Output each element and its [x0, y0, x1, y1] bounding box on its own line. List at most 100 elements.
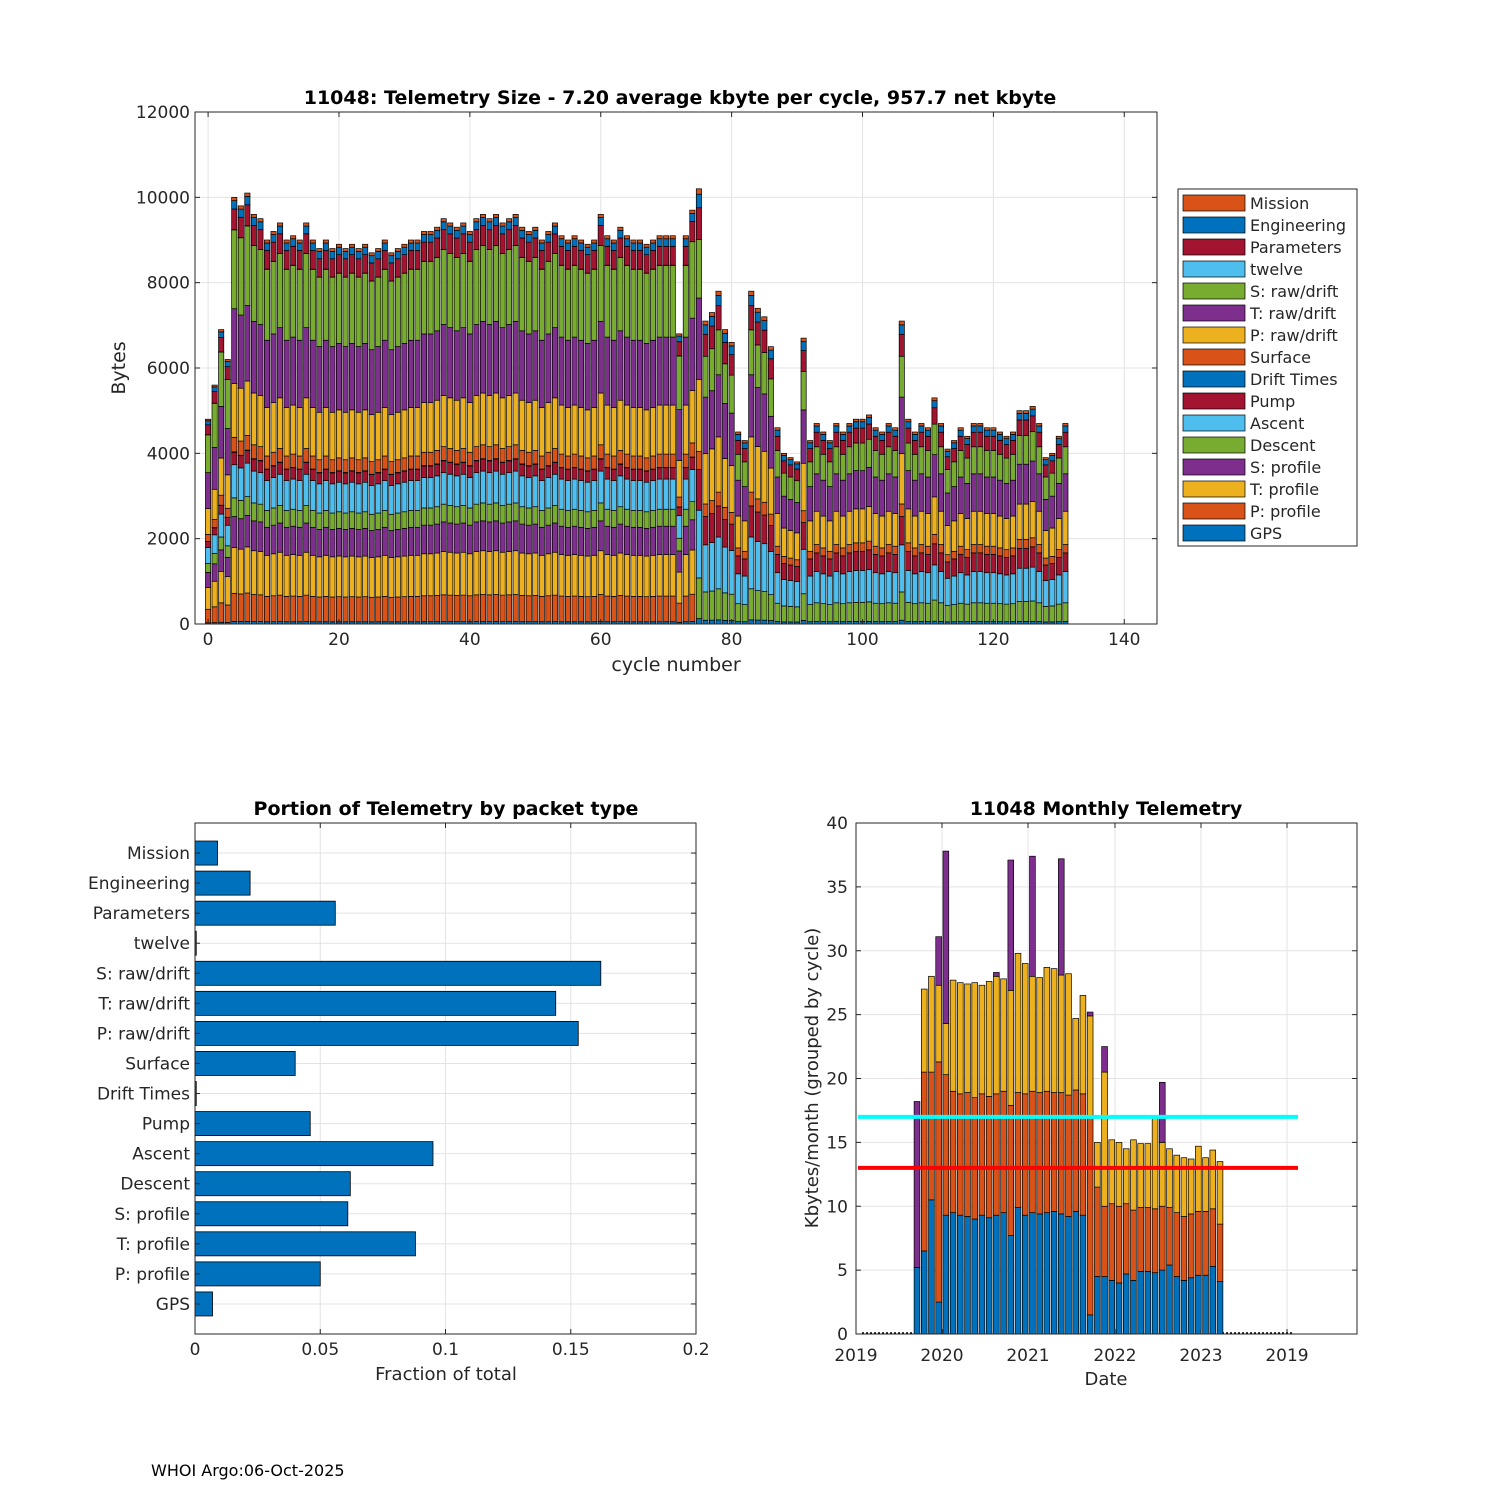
- bar-segment: [355, 483, 362, 514]
- bar-segment: [283, 242, 290, 251]
- bar-segment: [938, 423, 945, 427]
- bar-segment: [421, 231, 428, 235]
- bar-segment: [978, 1214, 986, 1335]
- bar-stack: [1055, 435, 1062, 625]
- bar-segment: [1042, 580, 1049, 607]
- bar-segment: [277, 594, 284, 623]
- y-tick-label: 5: [837, 1261, 848, 1281]
- bar-segment: [951, 520, 958, 552]
- bar-segment: [951, 448, 958, 463]
- bar-segment: [322, 554, 329, 597]
- bar-segment: [623, 508, 630, 527]
- bar-segment: [368, 474, 375, 486]
- bar-segment: [329, 346, 336, 413]
- bar-segment: [1003, 574, 1010, 605]
- bar-segment: [578, 596, 585, 623]
- bar-segment: [479, 550, 486, 595]
- bar-segment: [342, 276, 349, 347]
- bar-segment: [970, 425, 977, 433]
- bar-segment: [421, 234, 428, 243]
- bar-stack: [1023, 410, 1030, 625]
- month-bar: [928, 975, 935, 1335]
- bar-stack: [754, 307, 761, 625]
- bar-segment: [368, 557, 375, 598]
- bar-segment: [820, 547, 827, 557]
- bar-stack: [964, 435, 971, 625]
- bar-segment: [1108, 1203, 1116, 1281]
- bar-segment: [427, 465, 434, 478]
- bar-segment: [250, 594, 257, 622]
- bar-segment: [767, 513, 774, 526]
- bar-stack: [918, 423, 925, 625]
- bar-segment: [1101, 1205, 1108, 1277]
- bar-segment: [277, 222, 284, 227]
- bar-segment: [689, 457, 696, 470]
- bar-segment: [898, 619, 905, 625]
- bar-segment: [316, 251, 323, 260]
- y-tick-label: 12000: [136, 103, 190, 123]
- bar-segment: [1036, 510, 1043, 545]
- bar-segment: [264, 469, 270, 481]
- bar-segment: [466, 477, 473, 509]
- bar-segment: [584, 511, 591, 529]
- month-bar: [1079, 995, 1087, 1335]
- bar-segment: [1010, 573, 1016, 605]
- bar-segment: [342, 512, 349, 530]
- bar-segment: [1216, 1161, 1224, 1225]
- bar-stack: [381, 239, 388, 625]
- bar-segment: [407, 596, 414, 623]
- bar-stack: [473, 218, 480, 625]
- bar-segment: [512, 444, 519, 460]
- bar-segment: [584, 470, 591, 483]
- bar-segment: [885, 552, 892, 572]
- bar-segment: [942, 1023, 950, 1076]
- y-tick-label: 10000: [136, 188, 190, 208]
- bar-stack: [879, 431, 886, 625]
- bar-segment: [911, 440, 918, 455]
- bar-segment: [532, 257, 539, 332]
- bar-segment: [630, 407, 637, 457]
- bar-segment: [519, 475, 526, 508]
- bar-segment: [1036, 431, 1043, 448]
- bar-segment: [270, 553, 277, 597]
- bar-stack: [250, 214, 257, 625]
- bar-segment: [460, 505, 467, 524]
- bar-segment: [663, 238, 670, 247]
- bar-segment: [722, 592, 729, 621]
- bar-segment: [237, 440, 244, 456]
- bar-segment: [885, 544, 892, 554]
- bar-segment: [794, 581, 801, 608]
- bar-segment: [532, 237, 539, 258]
- bar-segment: [682, 238, 689, 247]
- bar-segment: [421, 261, 428, 335]
- bar-segment: [1049, 563, 1056, 580]
- bar-segment: [381, 510, 388, 528]
- bar-segment: [303, 448, 310, 463]
- bar-segment: [879, 479, 886, 517]
- bar-stack: [296, 239, 303, 625]
- bar-segment: [676, 333, 683, 337]
- bar-segment: [977, 473, 984, 512]
- bar-segment: [1042, 499, 1049, 531]
- bar-stack: [905, 418, 912, 625]
- bar-segment: [303, 225, 310, 235]
- bar-segment: [453, 237, 460, 258]
- bar-segment: [355, 459, 362, 473]
- bar-segment: [277, 505, 284, 524]
- bar-segment: [1209, 1265, 1217, 1335]
- bar-segment: [329, 472, 336, 485]
- bar-segment: [617, 463, 624, 477]
- bar: [194, 900, 336, 926]
- bar-segment: [460, 448, 467, 463]
- bar-segment: [885, 431, 892, 448]
- bar-segment: [996, 573, 1003, 605]
- legend-entry: T: raw/drift: [1249, 304, 1336, 323]
- bar-segment: [257, 221, 264, 231]
- bar-segment: [924, 476, 931, 515]
- bar-segment: [336, 243, 342, 248]
- bar-segment: [813, 423, 820, 427]
- legend-swatch: [1182, 216, 1246, 234]
- bar-segment: [342, 459, 349, 473]
- bar-segment: [702, 503, 709, 517]
- bar-segment: [1023, 601, 1030, 622]
